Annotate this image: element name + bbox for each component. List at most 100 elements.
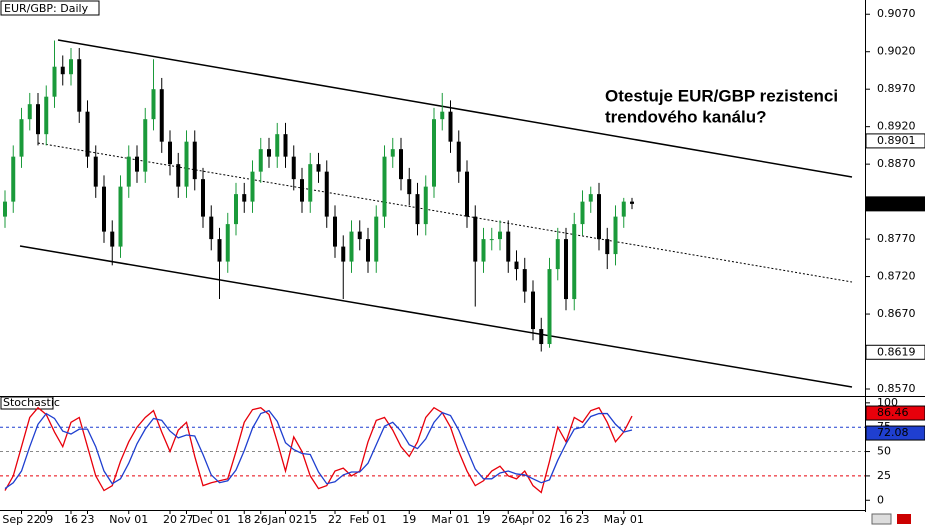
- candle-body: [168, 141, 172, 165]
- candle-body: [44, 96, 49, 135]
- x-tick-label: 20: [163, 513, 177, 526]
- candle-body: [588, 194, 593, 202]
- candle-body: [102, 186, 106, 232]
- x-tick-label: 23: [81, 513, 95, 526]
- channel-upper: [57, 39, 853, 178]
- candle-body: [531, 291, 535, 330]
- x-tick-label: 26: [501, 513, 515, 526]
- candle-body: [300, 179, 304, 202]
- y-tick-label: 0.8670: [877, 307, 916, 320]
- price-marker-label: 0.8901: [877, 134, 916, 147]
- x-tick-label: Sep 22: [2, 513, 40, 526]
- x-tick-label: 09: [39, 513, 53, 526]
- title-box: [0, 0, 100, 16]
- price-marker-label: 0.8619: [877, 345, 916, 358]
- scroll-end-button[interactable]: [897, 514, 911, 524]
- candle-body: [489, 239, 494, 241]
- y-tick-label: 0.8920: [877, 120, 916, 133]
- candle-body: [126, 156, 131, 187]
- candle-body: [432, 119, 436, 187]
- candle-body: [19, 119, 24, 157]
- price-marker-box: [865, 196, 925, 212]
- x-tick-label: 19: [402, 513, 416, 526]
- candle-body: [539, 329, 544, 345]
- candle-body: [275, 134, 280, 157]
- candle-body: [399, 149, 403, 180]
- candle-body: [547, 269, 552, 345]
- candle-body: [621, 201, 626, 217]
- candle-body: [267, 149, 271, 157]
- x-tick-label: 19: [477, 513, 491, 526]
- x-tick-label: Apr 02: [515, 513, 552, 526]
- candle-body: [209, 216, 214, 240]
- candle-body: [242, 194, 247, 202]
- x-tick-label: Nov 01: [109, 513, 148, 526]
- x-tick-label: 18: [237, 513, 251, 526]
- stochastic-line: [4, 409, 633, 490]
- y-tick-label: 0.9070: [877, 7, 916, 20]
- annotation: Otestuje EUR/GBP rezistenci: [605, 86, 838, 105]
- candle-body: [27, 104, 32, 120]
- candle-body: [3, 201, 7, 217]
- candle-body: [448, 111, 453, 142]
- price-marker-box: [865, 344, 925, 360]
- candle-body: [135, 156, 139, 172]
- candle-body: [481, 239, 486, 262]
- frame: [0, 0, 925, 512]
- scroll-button[interactable]: [871, 513, 892, 525]
- x-tick-label: 16: [64, 513, 78, 526]
- panel-title: Stochastic: [3, 396, 60, 409]
- y-tick-label: 0.8570: [877, 382, 916, 395]
- candle-body: [506, 231, 511, 262]
- candle-body: [522, 269, 527, 292]
- y-tick-label: 0.8720: [877, 270, 916, 283]
- candle-body: [382, 156, 387, 217]
- y-tick-label: 0: [877, 493, 884, 506]
- price-marker-box: [865, 425, 925, 441]
- candle-body: [374, 216, 379, 262]
- candle-body: [234, 194, 238, 225]
- candle-body: [11, 156, 16, 202]
- candle-body: [456, 141, 461, 172]
- channel-lower: [19, 245, 853, 388]
- candle-body: [324, 171, 329, 217]
- title-box: [0, 396, 54, 410]
- candle-body: [415, 194, 420, 225]
- annotation: trendového kanálu?: [605, 107, 767, 126]
- y-tick-label: 50: [877, 445, 891, 458]
- candle-body: [316, 164, 321, 172]
- candle-body: [36, 104, 40, 135]
- candle-body: [580, 201, 585, 225]
- y-tick-label: 0.8870: [877, 157, 916, 170]
- candle-body: [465, 171, 469, 217]
- candle-body: [258, 149, 263, 172]
- candle-body: [630, 201, 634, 204]
- x-tick-label: Mar 01: [431, 513, 469, 526]
- candle-body: [110, 231, 115, 247]
- price-marker-label: 0.8817: [877, 197, 916, 210]
- candle-body: [555, 239, 560, 270]
- candle-body: [341, 246, 346, 262]
- candle-body: [423, 186, 428, 225]
- y-tick-label: 0.8970: [877, 82, 916, 95]
- price-marker-label: 72.08: [877, 426, 909, 439]
- candle-body: [192, 141, 197, 180]
- candle-body: [151, 89, 156, 120]
- x-tick-label: May 01: [604, 513, 644, 526]
- price-marker-box: [865, 405, 925, 421]
- candle-body: [572, 224, 577, 300]
- x-tick-label: Jan 02: [267, 513, 302, 526]
- candle-body: [217, 239, 222, 262]
- candle-body: [60, 66, 65, 75]
- x-tick-label: 22: [328, 513, 342, 526]
- candle-body: [597, 194, 601, 240]
- candle-body: [366, 239, 370, 262]
- candle-body: [118, 186, 123, 247]
- candle-body: [143, 119, 148, 172]
- candle-body: [440, 111, 445, 120]
- candle-body: [184, 141, 189, 187]
- x-tick-label: 23: [576, 513, 590, 526]
- candle-body: [357, 231, 362, 240]
